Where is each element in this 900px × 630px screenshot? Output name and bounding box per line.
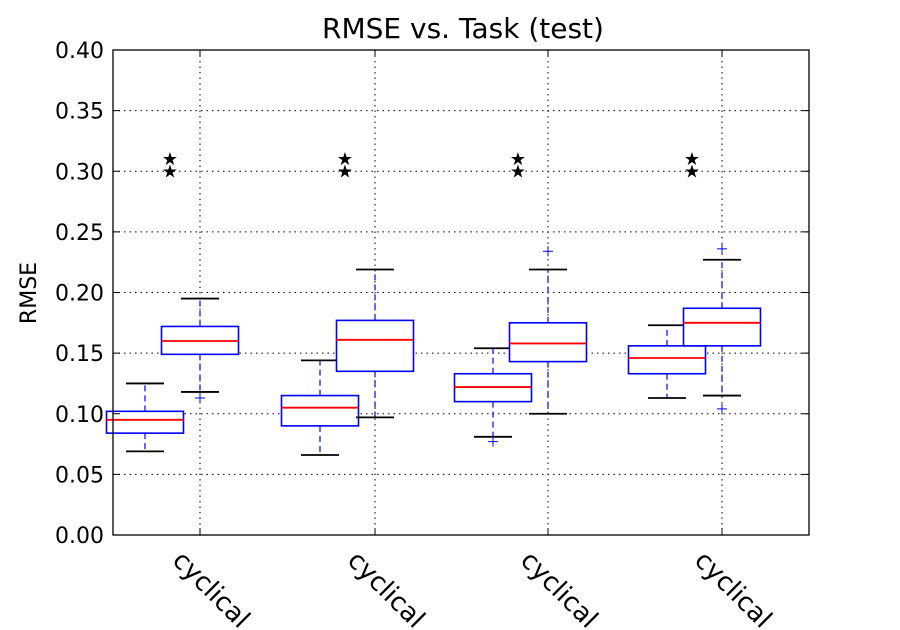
outlier-marker <box>543 246 553 257</box>
y-axis-label: RMSE <box>17 262 42 324</box>
outlier-marker <box>717 243 727 254</box>
y-tick-label: 0.20 <box>55 282 104 307</box>
y-tick-label: 0.30 <box>55 160 104 185</box>
x-tick-label: cyclical <box>514 545 603 630</box>
outlier-marker <box>488 436 498 447</box>
y-tick-label: 0.35 <box>55 100 104 125</box>
significance-star: ★ <box>684 161 700 182</box>
x-tick-label: cyclical <box>166 545 255 630</box>
x-tick-label: cyclical <box>341 545 430 630</box>
significance-star: ★ <box>684 149 700 170</box>
significance-star: ★ <box>337 161 353 182</box>
box-iqr <box>280 394 360 427</box>
x-tick-label: cyclical <box>688 545 777 630</box>
y-tick-label: 0.05 <box>55 463 104 488</box>
significance-star: ★ <box>337 149 353 170</box>
y-tick-label: 0.25 <box>55 221 104 246</box>
box-iqr <box>508 322 588 363</box>
box-iqr <box>335 319 415 373</box>
box-iqr <box>682 307 762 347</box>
plot-area: ★★★★★★★★ <box>105 149 762 456</box>
outlier-marker <box>195 392 205 403</box>
y-tick-label: 0.15 <box>55 342 104 367</box>
outlier-marker <box>717 403 727 414</box>
significance-star: ★ <box>510 161 526 182</box>
grid-lines <box>113 50 809 535</box>
significance-star: ★ <box>510 149 526 170</box>
y-tick-label: 0.40 <box>55 39 104 64</box>
y-tick-label: 0.10 <box>55 403 104 428</box>
significance-star: ★ <box>162 161 178 182</box>
box-iqr <box>105 410 185 434</box>
significance-star: ★ <box>162 149 178 170</box>
y-tick-label: 0.00 <box>55 524 104 549</box>
box-iqr <box>627 345 707 375</box>
chart-title: RMSE vs. Task (test) <box>322 12 604 45</box>
